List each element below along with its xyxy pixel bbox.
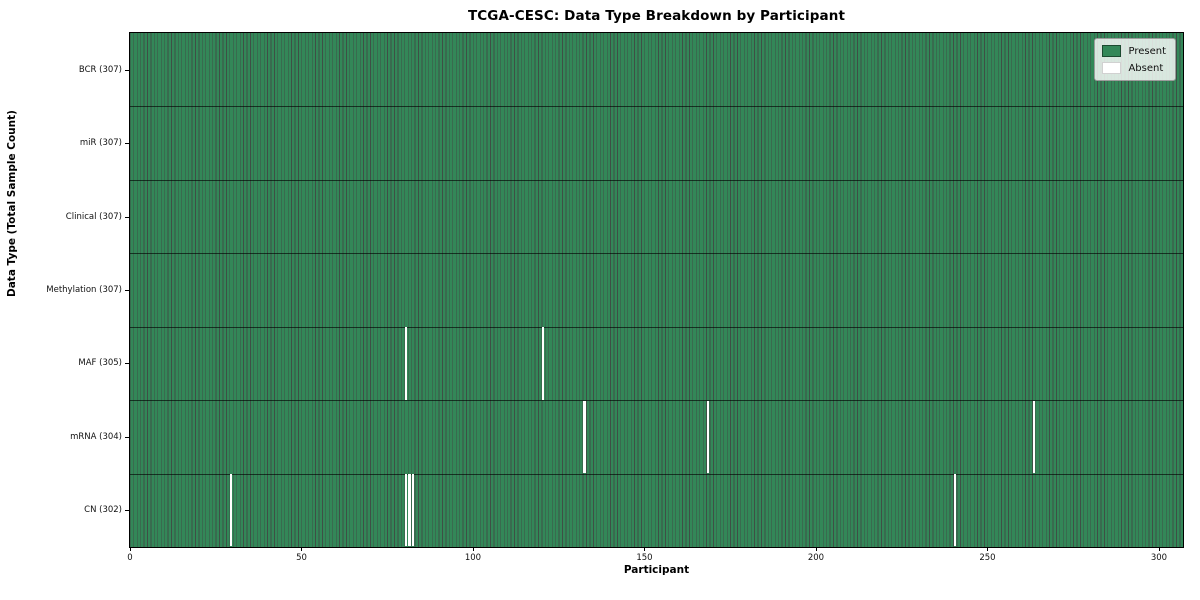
x-tick-label-250: 250 — [979, 553, 996, 563]
x-tick-label-200: 200 — [807, 553, 825, 563]
absent-cell-CN-240 — [953, 474, 957, 547]
legend-entry-absent: Absent — [1102, 62, 1166, 74]
legend-label: Present — [1128, 45, 1166, 57]
x-tick-label-300: 300 — [1150, 553, 1168, 563]
absent-cell-CN-80 — [404, 474, 408, 547]
row-divider — [130, 253, 1183, 255]
row-divider — [130, 326, 1183, 328]
x-tick — [472, 547, 474, 551]
x-tick — [987, 547, 989, 551]
x-tick — [1158, 547, 1160, 551]
x-tick — [301, 547, 303, 551]
y-tick — [125, 69, 129, 71]
row-divider — [130, 106, 1183, 108]
legend: Present Absent — [1094, 38, 1176, 81]
absent-cell-mRNA-263 — [1032, 400, 1035, 473]
absent-cell-mRNA-132 — [583, 400, 586, 473]
y-tick-label-Methylation: Methylation (307) — [46, 285, 122, 295]
axes-spines — [129, 32, 1184, 548]
legend-label: Absent — [1128, 62, 1164, 74]
x-axis-label: Participant — [623, 564, 690, 576]
x-tick-label-150: 150 — [636, 553, 653, 563]
absent-cell-MAF-80 — [404, 327, 408, 400]
x-tick-label-50: 50 — [296, 553, 307, 563]
y-tick — [125, 290, 129, 291]
absent-cell-MAF-120 — [542, 327, 545, 400]
legend-swatch-present — [1102, 45, 1122, 57]
y-tick — [125, 436, 129, 438]
absent-cell-CN-29 — [230, 474, 233, 547]
y-tick-label-CN: CN (302) — [84, 505, 122, 516]
absent-cell-CN-82 — [411, 474, 415, 547]
y-tick-label-miR: miR (307) — [79, 138, 122, 149]
y-tick — [125, 216, 129, 218]
absent-cell-CN-81 — [408, 474, 411, 547]
y-tick — [125, 363, 129, 365]
legend-swatch-absent — [1102, 62, 1122, 74]
x-tick-label-100: 100 — [464, 553, 482, 563]
legend-entry-present: Present — [1102, 45, 1166, 57]
x-tick — [130, 547, 131, 551]
y-tick-label-BCR: BCR (307) — [78, 64, 122, 75]
y-tick — [125, 510, 129, 512]
absent-cell-mRNA-168 — [706, 400, 710, 473]
row-divider — [130, 473, 1183, 475]
row-divider — [130, 400, 1183, 402]
x-tick — [644, 547, 646, 551]
plot-area: Present Absent 0 50 100 150 200 250 300 — [125, 32, 1184, 563]
y-tick-label-mRNA: mRNA (304) — [70, 431, 122, 442]
row-divider — [130, 179, 1183, 181]
y-tick-label-Clinical: Clinical (307) — [65, 211, 122, 222]
y-tick-label-MAF: MAF (305) — [78, 358, 122, 369]
y-tick — [125, 143, 129, 145]
x-tick — [815, 547, 817, 551]
chart-title: TCGA-CESC: Data Type Breakdown by Partic… — [467, 8, 846, 24]
x-tick-label-0: 0 — [127, 553, 133, 563]
